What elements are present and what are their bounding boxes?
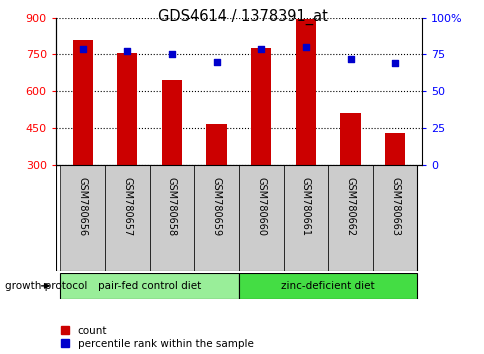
Bar	[206, 124, 226, 238]
FancyBboxPatch shape	[105, 165, 149, 271]
Text: pair-fed control diet: pair-fed control diet	[98, 281, 201, 291]
FancyBboxPatch shape	[372, 165, 417, 271]
Point	[391, 61, 398, 66]
FancyBboxPatch shape	[60, 273, 239, 299]
Bar	[384, 133, 404, 238]
Point	[78, 46, 86, 51]
Legend: count, percentile rank within the sample: count, percentile rank within the sample	[61, 326, 253, 349]
FancyBboxPatch shape	[239, 273, 417, 299]
FancyBboxPatch shape	[283, 165, 328, 271]
Text: zinc-deficient diet: zinc-deficient diet	[281, 281, 374, 291]
Text: GSM780657: GSM780657	[122, 177, 132, 236]
Point	[167, 52, 175, 57]
Text: GSM780663: GSM780663	[389, 177, 399, 236]
Text: GDS4614 / 1378391_at: GDS4614 / 1378391_at	[157, 9, 327, 25]
FancyBboxPatch shape	[239, 165, 283, 271]
Point	[257, 46, 265, 51]
FancyBboxPatch shape	[328, 165, 372, 271]
Bar	[73, 40, 92, 238]
Text: GSM780658: GSM780658	[166, 177, 177, 236]
Bar	[117, 53, 137, 238]
Text: GSM780659: GSM780659	[211, 177, 221, 236]
Point	[212, 59, 220, 64]
Text: GSM780661: GSM780661	[300, 177, 310, 236]
Text: GSM780660: GSM780660	[256, 177, 266, 236]
Point	[346, 56, 354, 62]
Text: growth protocol: growth protocol	[5, 281, 87, 291]
Text: GSM780662: GSM780662	[345, 177, 355, 236]
Bar	[340, 113, 360, 238]
Bar	[251, 48, 271, 238]
Text: GSM780656: GSM780656	[77, 177, 88, 236]
FancyBboxPatch shape	[60, 165, 105, 271]
Point	[123, 48, 131, 54]
Bar	[162, 80, 182, 238]
FancyBboxPatch shape	[149, 165, 194, 271]
FancyBboxPatch shape	[194, 165, 239, 271]
Point	[302, 44, 309, 50]
Bar	[295, 19, 315, 238]
